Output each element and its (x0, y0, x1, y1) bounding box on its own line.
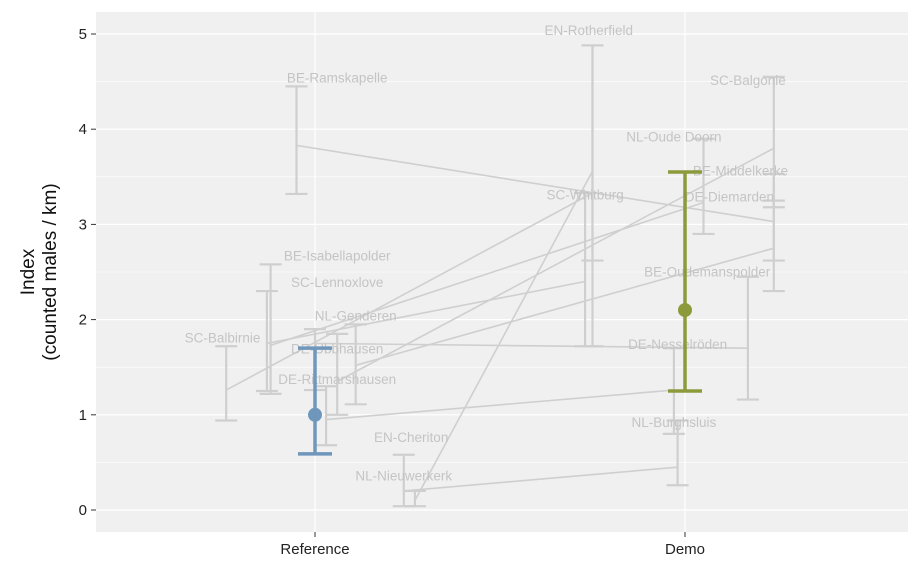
y-axis-title: Index (18, 248, 39, 295)
site-labels: BE-Ramskapelle BE-Isabellapolder SC-Lennox… (185, 23, 789, 484)
summary-demo-mean-point (678, 303, 692, 318)
y-axis-unit: (counted males / km) (40, 183, 61, 360)
axis-titles: Index (counted males / km) (18, 183, 61, 360)
y-tick-label: 1 (79, 407, 87, 424)
summary-reference-mean-point (308, 407, 322, 422)
site-label: SC-Lennoxlove (291, 275, 383, 290)
summary-marks (298, 170, 702, 456)
site-label: DE-Diemarden (685, 189, 774, 204)
site-connector-line (336, 147, 775, 383)
site-label: DE-Rittmarshausen (278, 372, 396, 387)
y-tick-label: 5 (79, 26, 87, 43)
x-tick-label-demo: Demo (665, 541, 705, 558)
site-label: NL-Oude Doorn (626, 129, 721, 144)
site-label: NL-Genderen (315, 308, 397, 323)
site-label: EN-Rotherfield (545, 23, 634, 38)
site-label: NL-Burghsluis (632, 415, 717, 430)
site-connector-line (326, 389, 674, 421)
y-tick-label: 4 (79, 121, 87, 138)
site-label: BE-Oudemanspolder (644, 265, 771, 280)
site-label: BE-Middelkerke (693, 164, 788, 179)
site-connector-line (225, 192, 593, 391)
site-connector-line (270, 201, 704, 347)
site-label: NL-Nieuwerkerk (355, 468, 452, 483)
site-label: SC-Balbirnie (185, 330, 261, 345)
site-connector-line (296, 144, 774, 223)
y-tick-label: 0 (79, 502, 87, 519)
site-label: BE-Isabellapolder (284, 248, 391, 263)
axes: 0 1 2 3 4 5 Reference Demo (79, 26, 705, 558)
site-label: DE-Nesselröden (628, 337, 727, 352)
site-connector-line (403, 466, 678, 492)
site-error-bars (215, 44, 785, 508)
site-label: SC-Whitburg (546, 187, 623, 202)
y-tick-label: 2 (79, 312, 87, 329)
site-connector-line (414, 170, 594, 501)
site-label: EN-Cheriton (374, 430, 448, 445)
site-label: SC-Balgonie (710, 73, 786, 88)
site-connector-line (355, 247, 775, 367)
y-tick-label: 3 (79, 216, 87, 233)
site-connector-line (266, 280, 586, 345)
gridlines (96, 12, 908, 532)
x-tick-label-reference: Reference (280, 541, 349, 558)
site-label: BE-Ramskapelle (287, 70, 388, 85)
